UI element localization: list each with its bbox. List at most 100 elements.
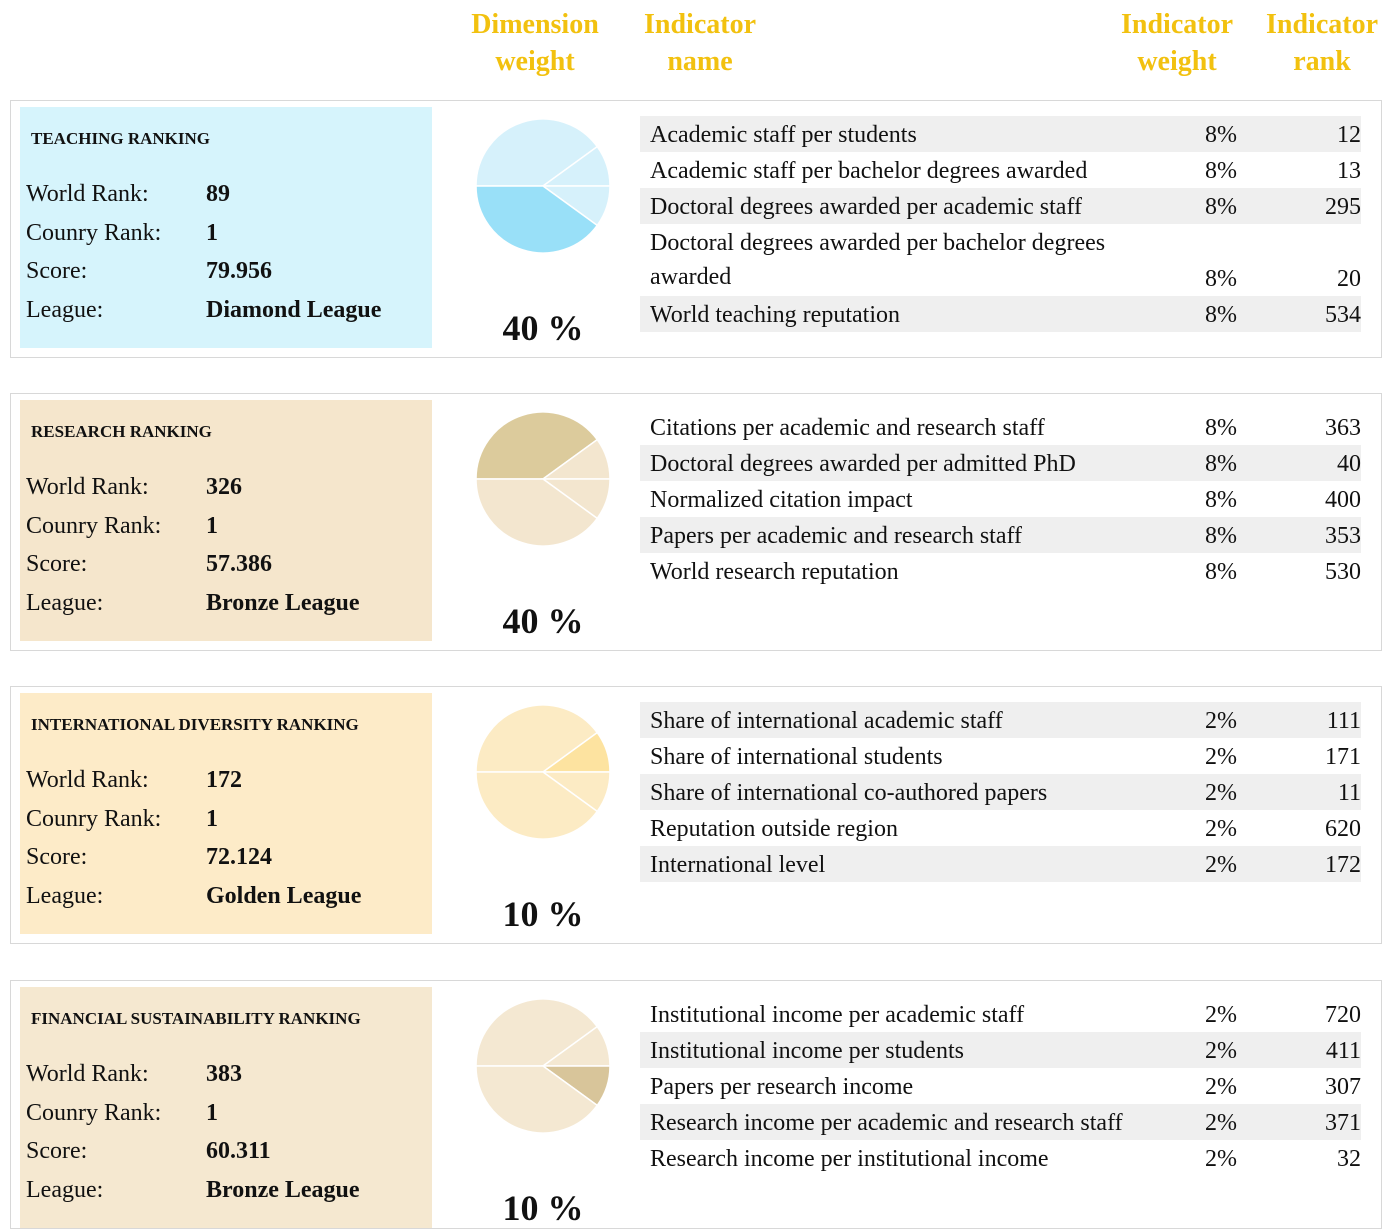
pie-slice xyxy=(475,118,599,187)
indicator-rank: 40 xyxy=(1337,451,1361,477)
section-box: RESEARCH RANKING World Rank: 326 Counry Ran… xyxy=(10,393,1382,651)
indicator-weight: 8% xyxy=(1205,158,1237,184)
section-title: TEACHING RANKING xyxy=(31,129,210,148)
pie xyxy=(475,411,611,547)
indicator-name: Doctoral degrees awarded per admitted Ph… xyxy=(650,451,1076,477)
pie xyxy=(475,118,611,254)
pie-slice xyxy=(475,478,599,547)
pie xyxy=(475,998,611,1134)
indicator-name: Citations per academic and research staf… xyxy=(650,415,1045,441)
header-text: weight xyxy=(1137,46,1217,77)
indicator-rank: 171 xyxy=(1325,744,1361,770)
indicator-name: Papers per academic and research staff xyxy=(650,523,1023,549)
label: Score: xyxy=(26,844,88,870)
indicator-name: International level xyxy=(650,852,826,878)
indicator-row: Research income per institutional income… xyxy=(640,1140,1361,1176)
label: Counry Rank: xyxy=(26,806,162,832)
label: World Rank: xyxy=(26,181,149,207)
indicator-rank: 11 xyxy=(1337,780,1361,806)
label: League: xyxy=(26,297,104,323)
section-title: RESEARCH RANKING xyxy=(31,422,212,441)
info-panel: FINANCIAL SUSTAINABILITY RANKING World Ra… xyxy=(20,987,432,1228)
header-indicator-rank: Indicator rank xyxy=(1252,6,1392,80)
dimension-weight: 10 % xyxy=(502,894,584,934)
indicator-row: Doctoral degrees awarded per bachelor de… xyxy=(640,224,1361,296)
indicator-rank: 400 xyxy=(1325,487,1361,513)
pie-slice xyxy=(475,771,599,840)
indicator-name: World research reputation xyxy=(650,559,899,585)
section-title: FINANCIAL SUSTAINABILITY RANKING xyxy=(31,1009,361,1028)
indicator-weight: 8% xyxy=(1205,487,1237,513)
value: 1 xyxy=(206,513,218,539)
indicator-name: Normalized citation impact xyxy=(650,487,913,513)
indicator-row: Doctoral degrees awarded per admitted Ph… xyxy=(640,445,1361,481)
indicator-weight: 2% xyxy=(1205,1038,1237,1064)
indicator-row: International level 2% 172 xyxy=(640,846,1361,882)
pie-slice xyxy=(475,185,599,254)
value: Bronze League xyxy=(206,590,360,616)
header-indicator-weight: Indicator weight xyxy=(1107,6,1247,80)
value: Bronze League xyxy=(206,1177,360,1203)
label: League: xyxy=(26,1177,104,1203)
indicator-name: Institutional income per academic staff xyxy=(650,1002,1025,1028)
value: 383 xyxy=(206,1061,242,1087)
value: 172 xyxy=(206,767,242,793)
indicator-rank: 111 xyxy=(1326,708,1361,734)
value: 89 xyxy=(206,181,230,207)
indicator-row: Share of international academic staff 2% 1… xyxy=(640,702,1361,738)
indicator-weight: 8% xyxy=(1205,302,1237,328)
value: 1 xyxy=(206,220,218,246)
indicator-row: Research income per academic and researc… xyxy=(640,1104,1361,1140)
indicator-name: Reputation outside region xyxy=(650,816,898,842)
label: World Rank: xyxy=(26,1061,149,1087)
indicator-weight: 8% xyxy=(1205,451,1237,477)
indicator-name: Institutional income per students xyxy=(650,1038,964,1064)
value: Diamond League xyxy=(206,297,382,323)
indicator-row: Academic staff per bachelor degrees awar… xyxy=(640,152,1361,188)
indicator-weight: 8% xyxy=(1205,415,1237,441)
indicator-row: Academic staff per students 8% 12 xyxy=(640,116,1361,152)
indicator-name: Research income per institutional income xyxy=(650,1146,1049,1172)
section-title: INTERNATIONAL DIVERSITY RANKING xyxy=(31,715,359,734)
indicator-name: Share of international students xyxy=(650,744,943,770)
label: League: xyxy=(26,590,104,616)
indicator-rank: 307 xyxy=(1325,1074,1361,1100)
indicator-rank: 371 xyxy=(1325,1110,1361,1136)
header-text: Dimension xyxy=(471,9,599,40)
dimension-weight: 40 % xyxy=(502,308,584,348)
value: 57.386 xyxy=(206,551,272,577)
value: 326 xyxy=(206,474,242,500)
indicator-weight: 2% xyxy=(1205,744,1237,770)
label: Score: xyxy=(26,551,88,577)
indicator-name: Doctoral degrees awarded per bachelor de… xyxy=(650,230,1106,290)
indicator-rank: 172 xyxy=(1325,852,1361,878)
pie-slice xyxy=(475,411,599,480)
indicator-rank: 13 xyxy=(1337,158,1361,184)
header-text: weight xyxy=(495,46,575,77)
indicator-rank: 32 xyxy=(1337,1146,1361,1172)
indicator-rank: 620 xyxy=(1325,816,1361,842)
label: League: xyxy=(26,883,104,909)
indicator-row: Share of international co-authored paper… xyxy=(640,774,1361,810)
header-text: rank xyxy=(1293,46,1351,77)
info-panel: INTERNATIONAL DIVERSITY RANKING World Ran… xyxy=(20,693,432,934)
info-panel: TEACHING RANKING World Rank: 89 Counry Rank… xyxy=(20,107,432,348)
indicator-row: Institutional income per academic staff 2… xyxy=(640,996,1361,1032)
indicator-rank: 534 xyxy=(1325,302,1361,328)
indicator-weight: 2% xyxy=(1205,780,1237,806)
indicator-rank: 20 xyxy=(1337,266,1361,292)
indicator-row: Normalized citation impact 8% 400 xyxy=(640,481,1361,517)
pie-slice xyxy=(475,704,599,773)
indicator-weight: 2% xyxy=(1205,1146,1237,1172)
pie-slice xyxy=(475,998,599,1067)
value: 79.956 xyxy=(206,258,272,284)
value: 1 xyxy=(206,1100,218,1126)
value: 60.311 xyxy=(206,1138,271,1164)
header-text: Indicator xyxy=(1266,9,1378,40)
indicator-name: Research income per academic and researc… xyxy=(650,1110,1123,1136)
indicator-name: World teaching reputation xyxy=(650,302,900,328)
indicator-rank: 12 xyxy=(1337,122,1361,148)
indicator-rank: 295 xyxy=(1325,194,1361,220)
header-text: Indicator xyxy=(644,9,756,40)
